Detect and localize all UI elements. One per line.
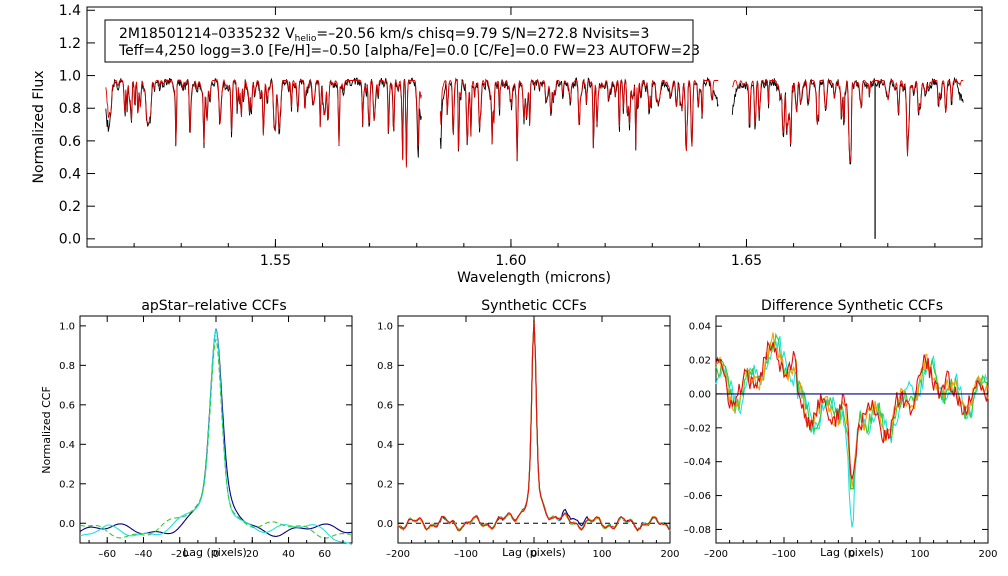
apstar-xtick-label: –60 — [98, 549, 116, 560]
apstar-ytick-label: 0.4 — [59, 440, 75, 451]
synthetic-xtick-label: –200 — [386, 549, 410, 560]
synthetic-ytick-label: 0.0 — [377, 519, 393, 530]
difference-x-ticks: –200 –100 0 100 200 — [704, 316, 998, 560]
apstar-ytick-label: 0.8 — [59, 361, 75, 372]
synthetic-x-label: Lag (pixels) — [502, 546, 566, 559]
spectrum-ytick-label: 1.2 — [59, 36, 81, 52]
synthetic-ytick-label: 0.4 — [377, 440, 393, 451]
synthetic-xtick-label: –100 — [454, 549, 478, 560]
apstar-xtick-label: 60 — [318, 549, 331, 560]
synthetic-x-ticks: –200 –100 0 100 200 — [386, 316, 680, 560]
spectrum-ytick-label: 1.0 — [59, 68, 81, 84]
apstar-xtick-label: 0 — [213, 549, 219, 560]
synthetic-y-ticks: 0.0 0.2 0.4 0.6 0.8 1.0 — [377, 321, 670, 530]
spectrum-series-model — [105, 79, 964, 168]
difference-y-ticks: 0.04 0.02 0.00 –0.02 –0.04 –0.06 –0.08 — [684, 322, 988, 536]
synthetic-ccf-line-black — [397, 322, 671, 532]
spectrum-y-label: Normalized Flux — [31, 71, 47, 184]
header-v-symbol: V — [285, 26, 295, 42]
difference-ccf-line-green — [715, 332, 989, 490]
synthetic-ytick-label: 0.6 — [377, 400, 393, 411]
spectrum-x-ticks: 1.55 1.60 1.65 — [86, 7, 936, 269]
difference-xtick-label: 200 — [978, 549, 997, 560]
spectrum-x-label: Wavelength (microns) — [457, 270, 611, 286]
apstar-x-ticks: –60 –40 –20 0 20 40 60 — [88, 316, 344, 560]
header-line-1: 2M18501214–0335232 Vhelio=–20.56 km/s ch… — [119, 26, 649, 44]
header-star-id: 2M18501214–0335232 — [119, 26, 281, 42]
spectrum-model-line — [439, 79, 719, 160]
synthetic-ytick-label: 0.2 — [377, 479, 393, 490]
spectrum-plot-frame — [86, 6, 983, 248]
apstar-ccf-title: apStar–relative CCFs — [141, 298, 286, 314]
apstar-xtick-label: 40 — [282, 549, 295, 560]
difference-xtick-label: 100 — [910, 549, 929, 560]
difference-ytick-label: 0.04 — [689, 322, 711, 333]
synthetic-ccf-frame — [397, 315, 671, 544]
spectrum-ytick-label: 0.2 — [59, 199, 81, 215]
difference-ytick-label: 0.02 — [689, 356, 711, 367]
apstar-ytick-label: 0.6 — [59, 400, 75, 411]
apstar-ytick-label: 1.0 — [59, 321, 75, 332]
apstar-xtick-label: –20 — [171, 549, 189, 560]
synthetic-ytick-label: 0.8 — [377, 361, 393, 372]
spectrum-xtick-label: 1.65 — [731, 253, 762, 269]
spectrum-model-line — [731, 79, 964, 164]
apstar-ccf-panel: apStar–relative CCFs 0.00.20.40.60.81.0 … — [40, 298, 353, 560]
apstar-ytick-label: 0.2 — [59, 479, 75, 490]
apstar-ccf-line-green — [79, 338, 352, 539]
synthetic-xtick-label: 200 — [660, 549, 679, 560]
header-stats: =–20.56 km/s chisq=9.79 S/N=272.8 Nvisit… — [316, 26, 649, 42]
synthetic-xtick-label: 100 — [592, 549, 611, 560]
spectrum-xtick-label: 1.55 — [260, 253, 291, 269]
difference-ccf-line-cyan — [715, 336, 989, 528]
apstar-xtick-label: 20 — [246, 549, 259, 560]
difference-ccf-line-red — [715, 340, 989, 480]
difference-ccf-panel: Difference Synthetic CCFs 0.04 0.02 0.00 –0… — [684, 298, 998, 560]
spectrum-xtick-label: 1.60 — [495, 253, 526, 269]
spectrum-ytick-label: 0.0 — [59, 232, 81, 248]
difference-ytick-label: –0.02 — [684, 423, 711, 434]
difference-xtick-label: 0 — [849, 549, 855, 560]
apstar-ytick-label: 0.0 — [59, 519, 75, 530]
spectrum-ytick-label: 0.8 — [59, 101, 81, 117]
synthetic-ccf-line-red — [397, 319, 671, 532]
difference-ytick-label: 0.00 — [689, 389, 711, 400]
synthetic-ytick-label: 1.0 — [377, 321, 393, 332]
apstar-ccf-frame — [79, 315, 353, 544]
apstar-ccf-line-cyan — [79, 329, 353, 546]
spectrum-panel: 0.0 0.2 0.4 0.6 0.8 1.0 1.2 1.4 1.55 1.60 1.65 Wa… — [31, 3, 983, 286]
spectrum-ytick-label: 0.4 — [59, 166, 81, 182]
synthetic-ccf-title: Synthetic CCFs — [481, 298, 586, 314]
difference-x-label: Lag (pixels) — [820, 546, 884, 559]
spectrum-header-box — [104, 19, 694, 63]
difference-ccf-title: Difference Synthetic CCFs — [761, 298, 943, 314]
synthetic-xtick-label: 0 — [531, 549, 537, 560]
spectrum-y-ticks: 0.0 0.2 0.4 0.6 0.8 1.0 1.2 1.4 — [59, 3, 982, 248]
apstar-y-ticks: 0.0 0.2 0.4 0.6 0.8 1.0 — [59, 321, 352, 530]
spectrum-ytick-label: 1.4 — [59, 3, 81, 19]
spectrum-model-line — [105, 79, 422, 168]
difference-xtick-label: –200 — [704, 549, 728, 560]
header-helio-subscript: helio — [295, 34, 317, 44]
spectrum-series-observed — [105, 76, 964, 239]
spectrum-ytick-label: 0.6 — [59, 134, 81, 150]
difference-ytick-label: –0.08 — [684, 525, 711, 536]
apstar-y-label: Normalized CCF — [40, 386, 53, 474]
synthetic-ccf-line-green — [397, 319, 671, 532]
difference-ytick-label: –0.06 — [684, 491, 711, 502]
synthetic-ccf-panel: Synthetic CCFs 0.0 0.2 0.4 0.6 0.8 1.0 –200 –1… — [377, 298, 679, 560]
difference-ccf-line-orange — [715, 332, 989, 488]
difference-ytick-label: –0.04 — [684, 457, 711, 468]
synthetic-ccf-line-cyan — [397, 320, 671, 532]
synthetic-ccf-line-orange — [397, 321, 671, 532]
apstar-x-label: Lag (pixels) — [183, 546, 247, 559]
header-line-2: Teff=4,250 logg=3.0 [Fe/H]=–0.50 [alpha/… — [118, 43, 700, 59]
difference-xtick-label: –100 — [772, 549, 796, 560]
apstar-xtick-label: –40 — [135, 549, 153, 560]
difference-ccf-frame — [715, 315, 989, 544]
apstar-ccf-line-black — [79, 328, 353, 537]
